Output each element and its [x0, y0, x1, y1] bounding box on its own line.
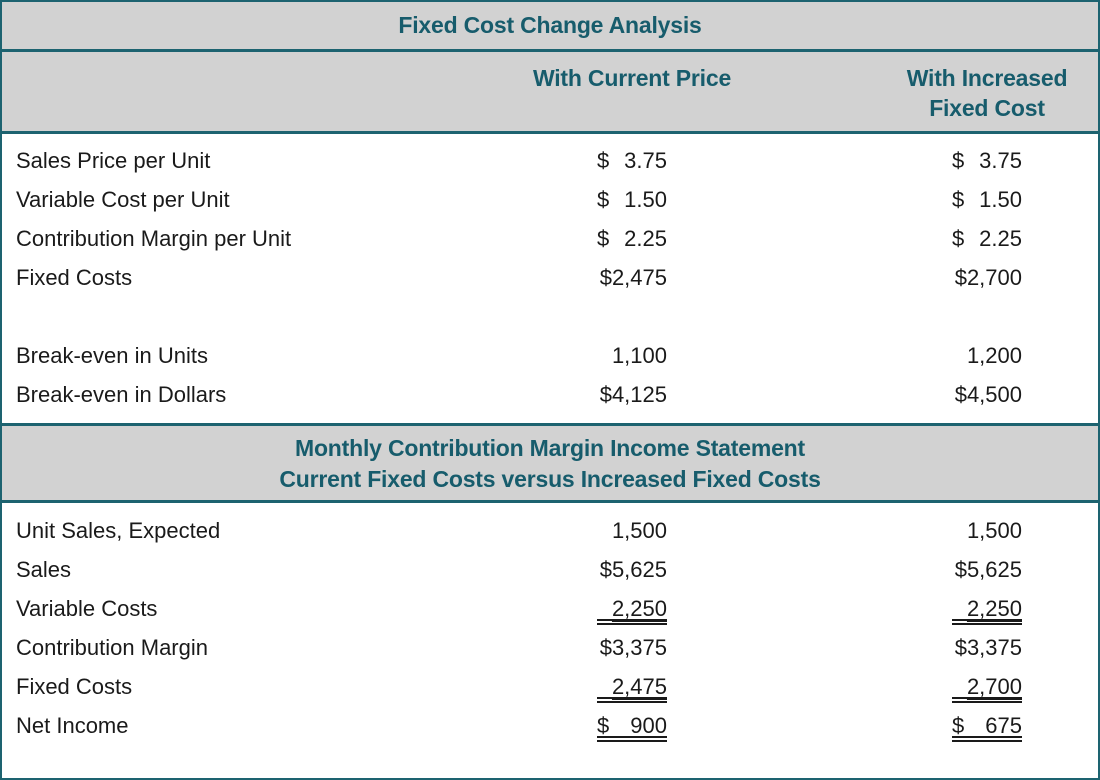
table-row-unit-sales-expected: Unit Sales, Expected 1,500 1,500 — [2, 511, 1098, 550]
currency-symbol: $ — [597, 187, 610, 212]
currency-symbol: $ — [952, 226, 965, 251]
income-statement-header-band: Monthly Contribution Margin Income State… — [2, 426, 1098, 503]
row-label: Variable Cost per Unit — [16, 187, 230, 212]
value-cell-current: $3.75 — [597, 144, 667, 177]
income-statement-title-line2: Current Fixed Costs versus Increased Fix… — [279, 466, 821, 492]
amount: $3,375 — [954, 635, 1022, 660]
amount: $2,475 — [599, 265, 667, 290]
table-row-variable-costs: Variable Costs 2,250 2,250 — [2, 589, 1098, 628]
currency-symbol: $ — [952, 713, 965, 738]
amount: $5,625 — [954, 557, 1022, 582]
value-cell-increased: 2,250 — [952, 592, 1022, 625]
value-cell-current: $5,625 — [597, 553, 667, 586]
amount: $5,625 — [599, 557, 667, 582]
section-income-statement: Unit Sales, Expected 1,500 1,500 Sales $… — [2, 503, 1098, 764]
row-label: Fixed Costs — [16, 674, 133, 699]
table-row-break-even-in-units: Break-even in Units 1,100 1,200 — [2, 336, 1098, 375]
value-cell-increased: $2,700 — [952, 261, 1022, 294]
table-row-variable-cost-per-unit: Variable Cost per Unit $1.50 $1.50 — [2, 180, 1098, 219]
amount: $2,700 — [954, 265, 1022, 290]
amount: 3.75 — [624, 148, 667, 173]
currency-symbol: $ — [597, 713, 610, 738]
value-cell-current: $3,375 — [597, 631, 667, 664]
value-cell-increased: $4,500 — [952, 378, 1022, 411]
amount: 2,700 — [966, 674, 1022, 699]
title-band: Fixed Cost Change Analysis — [2, 2, 1098, 52]
value-cell-current: 2,250 — [597, 592, 667, 625]
currency-symbol: $ — [597, 148, 610, 173]
amount: 1,100 — [611, 343, 667, 368]
table-row-break-even-in-dollars: Break-even in Dollars $4,125 $4,500 — [2, 375, 1098, 414]
value-cell-increased: 1,200 — [952, 339, 1022, 372]
value-cell-increased: $3,375 — [952, 631, 1022, 664]
value-cell-increased: $3.75 — [952, 144, 1022, 177]
value-cell-increased: $2.25 — [952, 222, 1022, 255]
amount: 2,250 — [966, 596, 1022, 621]
value-cell-current: 1,500 — [597, 514, 667, 547]
table-row-sales-price-per-unit: Sales Price per Unit $3.75 $3.75 — [2, 141, 1098, 180]
table-row-spacer — [2, 297, 1098, 336]
value-cell-increased: 1,500 — [952, 514, 1022, 547]
table-row-fixed-costs: Fixed Costs $2,475 $2,700 — [2, 258, 1098, 297]
value-cell-current: $2.25 — [597, 222, 667, 255]
amount: 3.75 — [979, 148, 1022, 173]
row-label: Net Income — [16, 713, 129, 738]
table-row-contribution-margin-per-unit: Contribution Margin per Unit $2.25 $2.25 — [2, 219, 1098, 258]
amount: 2,475 — [611, 674, 667, 699]
value-cell-current: $2,475 — [597, 261, 667, 294]
row-label: Contribution Margin — [16, 635, 208, 660]
value-cell-current: $1.50 — [597, 183, 667, 216]
value-cell-current: 1,100 — [597, 339, 667, 372]
row-label: Variable Costs — [16, 596, 158, 621]
row-label: Break-even in Dollars — [16, 382, 227, 407]
amount: $4,500 — [954, 382, 1022, 407]
amount: 2.25 — [979, 226, 1022, 251]
value-cell-increased: $5,625 — [952, 553, 1022, 586]
value-cell-current: $900 — [597, 709, 667, 742]
column-header-increased-fixed-cost: With Increased Fixed Cost — [906, 65, 1068, 121]
table-row-fixed-costs-income-statement: Fixed Costs 2,475 2,700 — [2, 667, 1098, 706]
amount: 1,200 — [966, 343, 1022, 368]
amount: 1.50 — [624, 187, 667, 212]
amount: 1.50 — [979, 187, 1022, 212]
value-cell-current: $4,125 — [597, 378, 667, 411]
table-row-contribution-margin: Contribution Margin $3,375 $3,375 — [2, 628, 1098, 667]
income-statement-title-line1: Monthly Contribution Margin Income State… — [295, 435, 805, 461]
currency-symbol: $ — [952, 187, 965, 212]
amount: 2,250 — [611, 596, 667, 621]
row-label: Contribution Margin per Unit — [16, 226, 292, 251]
amount: 675 — [985, 713, 1022, 738]
section-break-even-analysis: Sales Price per Unit $3.75 $3.75 Variabl… — [2, 134, 1098, 426]
table-row-net-income: Net Income $900 $675 — [2, 706, 1098, 745]
value-cell-current: 2,475 — [597, 670, 667, 703]
amount: 1,500 — [966, 518, 1022, 543]
figure-title: Fixed Cost Change Analysis — [398, 12, 702, 38]
value-cell-increased: $675 — [952, 709, 1022, 742]
column-header-current-price: With Current Price — [532, 65, 732, 91]
row-label: Sales Price per Unit — [16, 148, 211, 173]
row-label: Break-even in Units — [16, 343, 208, 368]
amount: 1,500 — [611, 518, 667, 543]
amount: 2.25 — [624, 226, 667, 251]
row-label: Unit Sales, Expected — [16, 518, 221, 543]
row-label: Fixed Costs — [16, 265, 133, 290]
amount: $4,125 — [599, 382, 667, 407]
value-cell-increased: 2,700 — [952, 670, 1022, 703]
table-row-sales: Sales $5,625 $5,625 — [2, 550, 1098, 589]
amount: $3,375 — [599, 635, 667, 660]
currency-symbol: $ — [597, 226, 610, 251]
value-cell-increased: $1.50 — [952, 183, 1022, 216]
column-header-band: With Current Price With Increased Fixed … — [2, 52, 1098, 134]
currency-symbol: $ — [952, 148, 965, 173]
amount: 900 — [630, 713, 667, 738]
row-label: Sales — [16, 557, 72, 582]
